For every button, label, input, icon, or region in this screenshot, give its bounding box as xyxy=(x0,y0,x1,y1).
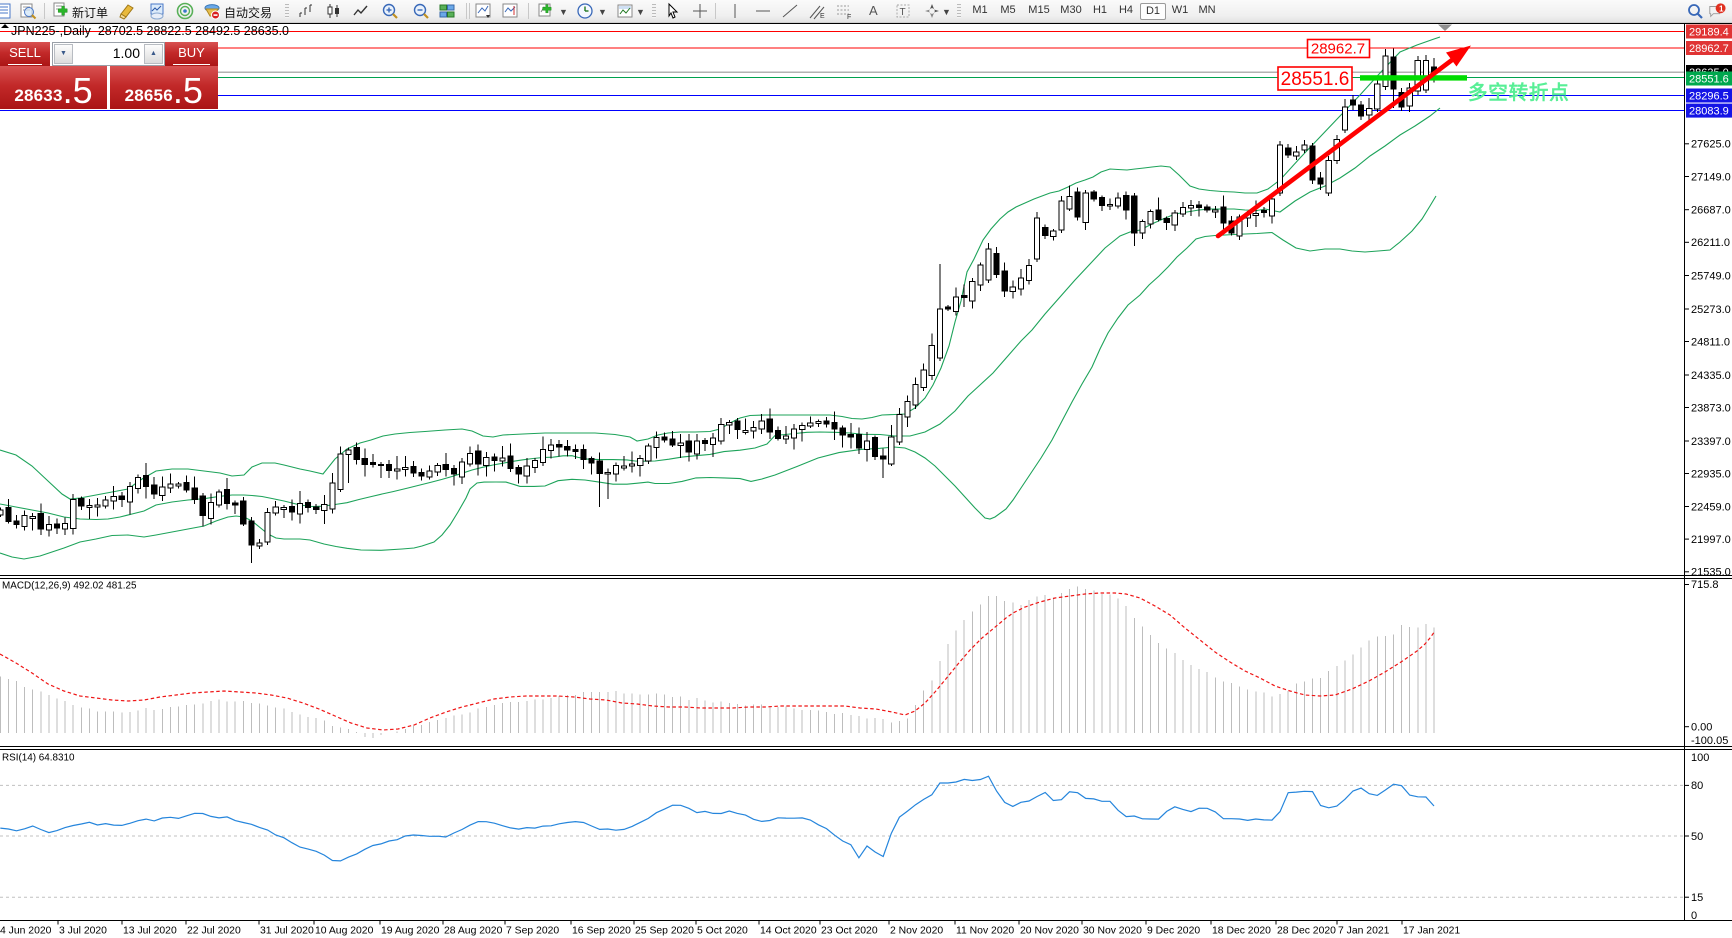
svg-text:5 Oct 2020: 5 Oct 2020 xyxy=(697,926,748,937)
svg-text:多空转折点: 多空转折点 xyxy=(1468,81,1570,104)
svg-text:28551.6: 28551.6 xyxy=(1281,69,1350,90)
svg-text:19 Aug 2020: 19 Aug 2020 xyxy=(381,926,440,937)
svg-text:715.8: 715.8 xyxy=(1691,579,1719,591)
svg-text:28962.7: 28962.7 xyxy=(1311,41,1365,58)
svg-text:T: T xyxy=(900,7,906,18)
svg-text:14 Oct 2020: 14 Oct 2020 xyxy=(760,926,817,937)
svg-text:MACD(12,26,9) 492.02 481.25: MACD(12,26,9) 492.02 481.25 xyxy=(2,581,137,592)
svg-text:27625.0: 27625.0 xyxy=(1691,139,1731,151)
svg-text:25273.0: 25273.0 xyxy=(1691,304,1731,316)
svg-text:15: 15 xyxy=(1691,892,1703,904)
svg-text:21535.0: 21535.0 xyxy=(1691,567,1731,579)
svg-text:10 Aug 2020: 10 Aug 2020 xyxy=(315,926,374,937)
svg-text:23873.0: 23873.0 xyxy=(1691,402,1731,414)
svg-text:28962.7: 28962.7 xyxy=(1689,43,1729,55)
svg-text:22459.0: 22459.0 xyxy=(1691,501,1731,513)
svg-text:50: 50 xyxy=(1691,831,1703,843)
svg-text:JPN225-,Daily 28702.5 28822.5: JPN225-,Daily 28702.5 28822.5 28492.5 28… xyxy=(11,24,289,38)
svg-text:7 Jan 2021: 7 Jan 2021 xyxy=(1338,926,1390,937)
svg-text:27149.0: 27149.0 xyxy=(1691,171,1731,183)
svg-text:7 Sep 2020: 7 Sep 2020 xyxy=(506,926,559,937)
svg-text:0: 0 xyxy=(1691,910,1697,922)
svg-text:28296.5: 28296.5 xyxy=(1689,91,1729,103)
svg-text:80: 80 xyxy=(1691,780,1703,792)
svg-text:29189.4: 29189.4 xyxy=(1689,27,1729,39)
svg-text:100: 100 xyxy=(1691,752,1709,764)
svg-text:18 Dec 2020: 18 Dec 2020 xyxy=(1212,926,1271,937)
svg-text:16 Sep 2020: 16 Sep 2020 xyxy=(572,926,631,937)
svg-text:31 Jul 2020: 31 Jul 2020 xyxy=(260,926,314,937)
svg-text:30 Nov 2020: 30 Nov 2020 xyxy=(1083,926,1142,937)
svg-text:26211.0: 26211.0 xyxy=(1691,237,1730,249)
svg-text:25 Sep 2020: 25 Sep 2020 xyxy=(635,926,694,937)
svg-text:28 Aug 2020: 28 Aug 2020 xyxy=(444,926,503,937)
svg-text:11 Nov 2020: 11 Nov 2020 xyxy=(956,926,1014,937)
svg-text:25749.0: 25749.0 xyxy=(1691,270,1731,282)
svg-text:17 Jan 2021: 17 Jan 2021 xyxy=(1403,926,1460,937)
svg-text:2 Nov 2020: 2 Nov 2020 xyxy=(890,926,943,937)
svg-text:28551.6: 28551.6 xyxy=(1689,74,1729,86)
svg-text:23397.0: 23397.0 xyxy=(1691,436,1731,448)
svg-text:22 Jul 2020: 22 Jul 2020 xyxy=(187,926,241,937)
svg-text:E: E xyxy=(820,13,825,20)
svg-text:24335.0: 24335.0 xyxy=(1691,370,1731,382)
svg-text:28083.9: 28083.9 xyxy=(1689,106,1729,118)
svg-text:13 Jul 2020: 13 Jul 2020 xyxy=(123,926,177,937)
svg-text:F: F xyxy=(847,14,851,20)
svg-text:1: 1 xyxy=(1719,4,1724,13)
svg-text:28 Dec 2020: 28 Dec 2020 xyxy=(1277,926,1336,937)
svg-text:4 Jun 2020: 4 Jun 2020 xyxy=(0,926,52,937)
svg-text:23 Oct 2020: 23 Oct 2020 xyxy=(821,926,878,937)
svg-text:3 Jul 2020: 3 Jul 2020 xyxy=(59,926,107,937)
svg-text:24811.0: 24811.0 xyxy=(1691,336,1730,348)
svg-text:21997.0: 21997.0 xyxy=(1691,534,1731,546)
svg-text:9 Dec 2020: 9 Dec 2020 xyxy=(1147,926,1200,937)
svg-text:-100.05: -100.05 xyxy=(1691,735,1728,747)
svg-text:20 Nov 2020: 20 Nov 2020 xyxy=(1020,926,1079,937)
svg-text:RSI(14) 64.8310: RSI(14) 64.8310 xyxy=(2,753,75,764)
svg-text:0.00: 0.00 xyxy=(1691,722,1712,734)
svg-text:22935.0: 22935.0 xyxy=(1691,468,1731,480)
svg-text:26687.0: 26687.0 xyxy=(1691,205,1731,217)
